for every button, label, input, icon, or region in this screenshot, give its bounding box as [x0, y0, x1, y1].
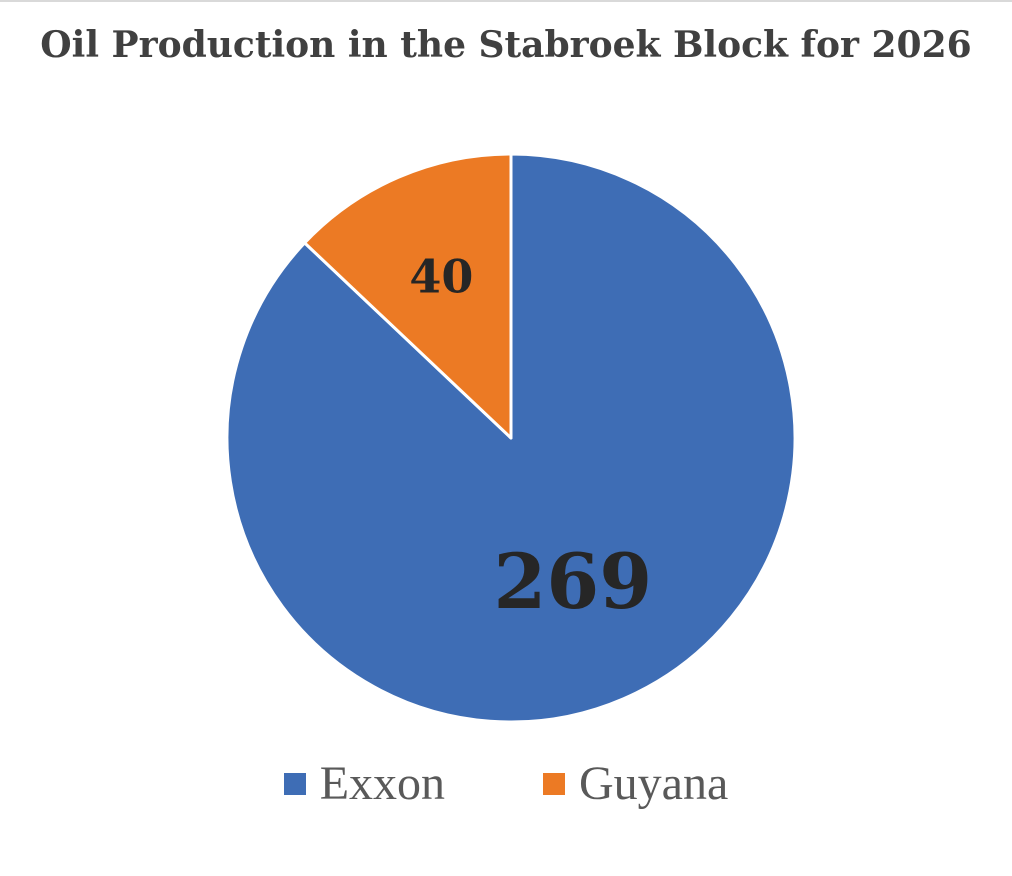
data-label-guyana: 40	[409, 249, 473, 303]
pie-slices	[225, 152, 797, 724]
legend-label-guyana: Guyana	[579, 757, 729, 810]
pie-slice-guyana[interactable]	[303, 152, 513, 440]
chart-title: Oil Production in the Stabroek Block for…	[40, 24, 972, 66]
legend-label-exxon: Exxon	[319, 757, 446, 810]
data-label-exxon: 269	[493, 537, 652, 626]
top-border	[0, 0, 1012, 2]
pie-data-labels: 269 40	[409, 249, 652, 626]
legend-swatch-exxon	[283, 773, 306, 795]
legend-entry-guyana[interactable]: Guyana	[543, 760, 728, 808]
legend-swatch-guyana	[543, 773, 566, 795]
legend-entry-exxon[interactable]: Exxon	[283, 757, 446, 810]
legend: Exxon Guyana	[0, 760, 1012, 808]
